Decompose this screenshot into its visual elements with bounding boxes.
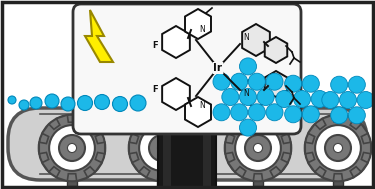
Text: F: F [152, 42, 158, 50]
Circle shape [240, 119, 256, 136]
Circle shape [266, 73, 283, 90]
Bar [157, 176, 167, 186]
Polygon shape [39, 115, 105, 181]
Circle shape [129, 115, 195, 181]
Circle shape [302, 75, 320, 92]
Circle shape [94, 94, 110, 109]
Circle shape [149, 135, 175, 161]
Circle shape [331, 107, 348, 124]
Circle shape [302, 106, 320, 123]
Circle shape [222, 88, 239, 105]
Circle shape [39, 115, 105, 181]
Polygon shape [265, 37, 287, 63]
Circle shape [254, 143, 262, 153]
Bar [163, 25, 171, 189]
Text: F: F [152, 85, 158, 94]
Circle shape [225, 115, 291, 181]
Circle shape [61, 97, 75, 111]
Circle shape [245, 135, 271, 161]
FancyBboxPatch shape [73, 4, 301, 134]
Bar [158, 25, 216, 189]
Circle shape [240, 88, 256, 105]
Text: N: N [243, 33, 249, 43]
Circle shape [235, 125, 281, 171]
Bar [67, 176, 77, 186]
Circle shape [357, 91, 374, 108]
Circle shape [331, 76, 348, 93]
Circle shape [240, 58, 256, 75]
Circle shape [305, 115, 371, 181]
Polygon shape [242, 76, 270, 108]
Circle shape [339, 91, 357, 108]
Circle shape [49, 125, 95, 171]
Circle shape [19, 100, 29, 110]
Circle shape [257, 88, 274, 105]
Circle shape [130, 95, 146, 111]
Circle shape [266, 104, 283, 121]
Circle shape [348, 76, 365, 93]
Polygon shape [225, 115, 291, 181]
Polygon shape [305, 115, 371, 181]
Bar [253, 176, 263, 186]
Circle shape [8, 96, 16, 104]
Polygon shape [162, 26, 190, 58]
Polygon shape [162, 78, 190, 110]
Bar [333, 176, 343, 186]
Text: Ir: Ir [213, 63, 222, 73]
Circle shape [285, 75, 302, 92]
Circle shape [30, 97, 42, 109]
Circle shape [68, 143, 76, 153]
Circle shape [139, 125, 185, 171]
Text: N: N [199, 101, 205, 111]
Circle shape [311, 91, 328, 108]
Circle shape [325, 135, 351, 161]
Text: N: N [199, 26, 205, 35]
Circle shape [213, 73, 230, 90]
Circle shape [294, 91, 310, 108]
Polygon shape [242, 24, 270, 56]
Circle shape [285, 106, 302, 123]
Circle shape [213, 104, 230, 121]
Circle shape [158, 143, 166, 153]
Circle shape [248, 73, 266, 90]
Polygon shape [185, 9, 211, 39]
Circle shape [322, 91, 339, 108]
Circle shape [59, 135, 85, 161]
Text: N: N [243, 90, 249, 98]
Polygon shape [85, 10, 113, 62]
Polygon shape [265, 71, 287, 97]
Circle shape [45, 94, 59, 108]
Circle shape [78, 95, 93, 111]
Circle shape [333, 143, 342, 153]
Circle shape [231, 73, 248, 90]
FancyBboxPatch shape [8, 108, 367, 180]
Circle shape [348, 107, 365, 124]
Circle shape [112, 97, 128, 112]
Polygon shape [129, 115, 195, 181]
Circle shape [276, 91, 293, 108]
Circle shape [231, 104, 248, 121]
Circle shape [315, 125, 361, 171]
Polygon shape [185, 97, 211, 127]
Circle shape [248, 104, 266, 121]
Bar [203, 25, 211, 189]
